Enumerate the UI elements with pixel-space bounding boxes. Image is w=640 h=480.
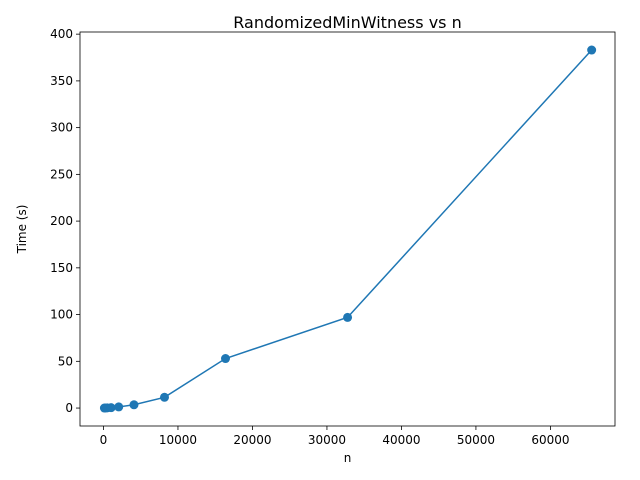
x-tick-label: 50000 [457, 433, 495, 447]
y-tick-label: 150 [50, 261, 73, 275]
y-tick-label: 250 [50, 167, 73, 181]
data-point [587, 45, 597, 55]
y-axis-ticks: 0 50 100 150 200 250 300 350 400 [50, 27, 80, 415]
y-tick-label: 350 [50, 74, 73, 88]
data-point [221, 354, 231, 364]
y-tick-label: 0 [65, 401, 73, 415]
y-axis-label: Time (s) [15, 205, 29, 255]
data-point [129, 400, 139, 410]
y-tick-label: 200 [50, 214, 73, 228]
x-tick-label: 30000 [308, 433, 346, 447]
y-tick-label: 100 [50, 308, 73, 322]
plot-area [79, 31, 616, 427]
x-tick-label: 20000 [233, 433, 271, 447]
y-tick-label: 400 [50, 27, 73, 41]
y-tick-label: 50 [58, 354, 73, 368]
data-point [114, 402, 124, 412]
x-axis-label: n [344, 451, 352, 465]
axes-frame [79, 31, 616, 427]
data-point [343, 312, 353, 322]
x-axis-ticks: 0 10000 20000 30000 40000 50000 60000 [100, 426, 570, 447]
x-tick-label: 60000 [531, 433, 569, 447]
x-tick-label: 0 [100, 433, 108, 447]
chart-title: RandomizedMinWitness vs n [233, 13, 461, 32]
data-point [106, 403, 116, 413]
x-tick-label: 40000 [382, 433, 420, 447]
series-line [104, 49, 593, 409]
y-tick-label: 300 [50, 121, 73, 135]
data-point [159, 392, 169, 402]
x-tick-label: 10000 [159, 433, 197, 447]
